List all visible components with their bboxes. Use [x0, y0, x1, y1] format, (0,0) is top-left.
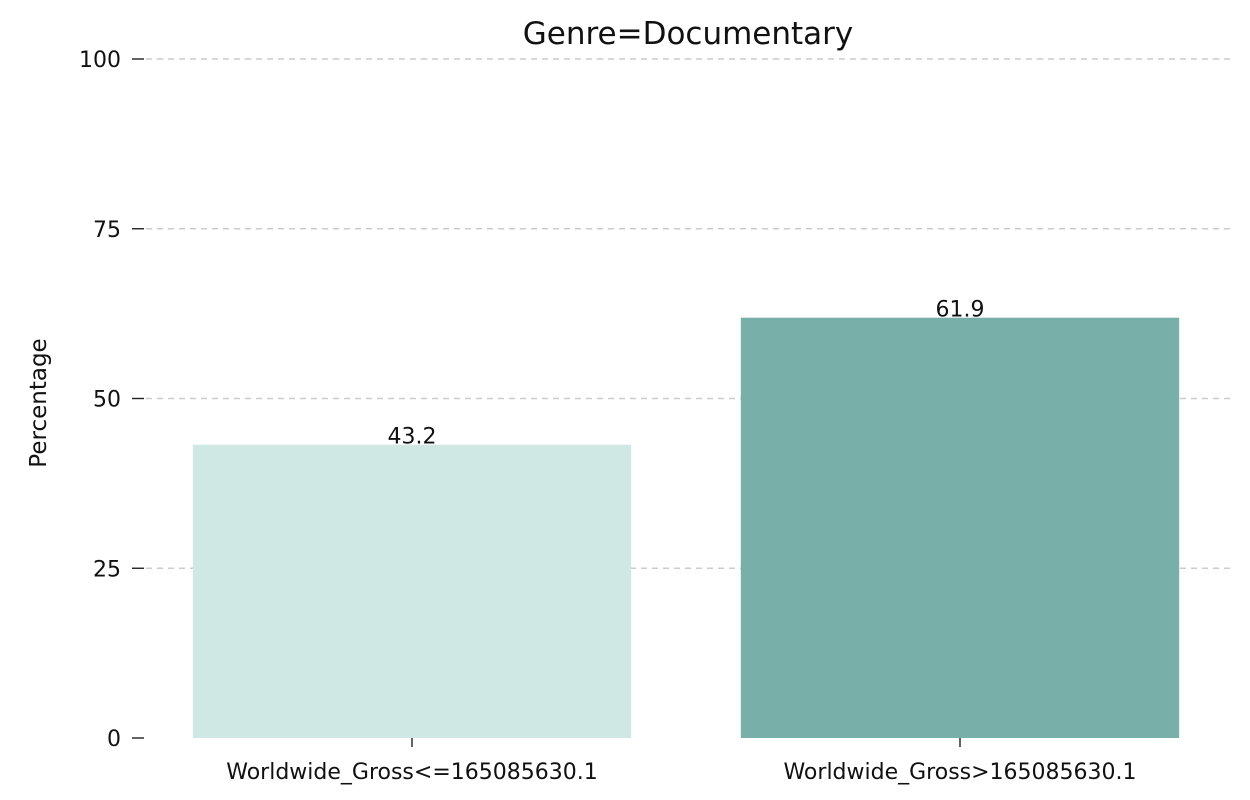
- bar-1: [192, 444, 632, 738]
- y-tick-label: 25: [93, 557, 121, 582]
- x-axis-ticks: Worldwide_Gross<=165085630.1 Worldwide_Gr…: [226, 738, 1137, 785]
- y-axis-ticks: 0 25 50 75 100: [79, 48, 144, 752]
- chart-title: Genre=Documentary: [523, 16, 854, 52]
- y-tick-label: 0: [107, 727, 121, 752]
- bar-value-label: 43.2: [388, 425, 437, 450]
- y-tick-label: 75: [93, 218, 121, 243]
- bar-value-label: 61.9: [936, 298, 985, 323]
- y-tick-label: 100: [79, 48, 121, 73]
- bars: [192, 317, 1180, 738]
- value-labels: 43.2 61.9: [388, 298, 985, 450]
- bar-2: [740, 317, 1180, 738]
- y-axis-label: Percentage: [26, 338, 52, 467]
- x-tick-label: Worldwide_Gross<=165085630.1: [226, 760, 597, 785]
- x-tick-label: Worldwide_Gross>165085630.1: [783, 760, 1136, 785]
- y-tick-label: 50: [93, 388, 121, 413]
